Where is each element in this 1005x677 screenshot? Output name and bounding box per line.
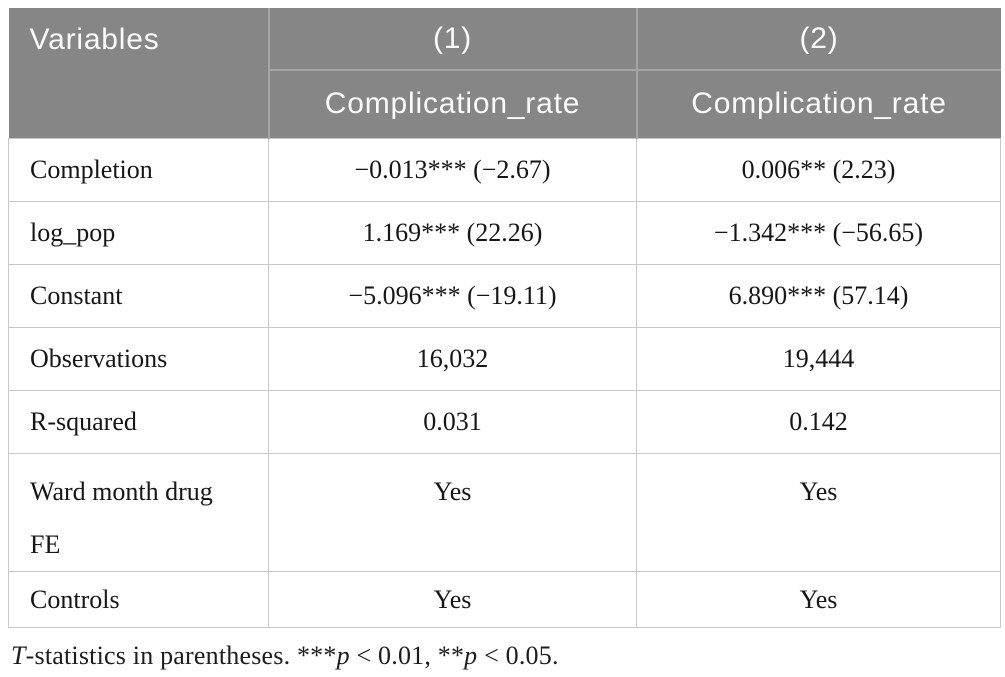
row-label: Completion bbox=[8, 137, 269, 202]
cell-value: 0.006** (2.23) bbox=[636, 137, 1001, 202]
table-row-observations: Observations 16,032 19,444 bbox=[8, 326, 1001, 391]
row-label: Constant bbox=[8, 263, 269, 328]
footnote-segment: < 0.01, ** bbox=[349, 641, 465, 671]
cell-value: 1.169*** (22.26) bbox=[268, 200, 637, 265]
header-dependent-var-1-cell: Complication_rate bbox=[267, 69, 637, 138]
cell-value: Yes bbox=[268, 452, 637, 573]
footnote-segment: -statistics in parentheses. *** bbox=[25, 641, 337, 671]
cell-value: 0.031 bbox=[268, 389, 637, 454]
header-model-2-cell: (2) bbox=[635, 8, 1001, 70]
cell-value: 0.142 bbox=[636, 389, 1001, 454]
row-label: Observations bbox=[8, 326, 269, 391]
table-body: Completion −0.013*** (−2.67) 0.006** (2.… bbox=[8, 137, 1001, 629]
table-row-completion: Completion −0.013*** (−2.67) 0.006** (2.… bbox=[8, 137, 1001, 202]
table-row-controls: Controls Yes Yes bbox=[8, 571, 1001, 629]
table-row-log-pop: log_pop 1.169*** (22.26) −1.342*** (−56.… bbox=[8, 200, 1001, 265]
table-row-constant: Constant −5.096*** (−19.11) 6.890*** (57… bbox=[8, 263, 1001, 328]
cell-value: −0.013*** (−2.67) bbox=[268, 137, 637, 202]
header-model-number-row: Variables (1) (2) bbox=[8, 8, 1001, 138]
row-label: Ward month drug FE bbox=[8, 452, 269, 573]
table-footnote: T-statistics in parentheses. ***p < 0.01… bbox=[11, 641, 1000, 671]
table-row-ward-month-drug-fe: Ward month drug FE Yes Yes bbox=[8, 452, 1001, 573]
regression-results-table: Variables (1) (2) Complication_rate Comp… bbox=[8, 8, 1001, 629]
row-label: R-squared bbox=[8, 389, 269, 454]
header-variables-cell: Variables bbox=[8, 8, 269, 138]
cell-value: Yes bbox=[636, 571, 1001, 629]
cell-value: −5.096*** (−19.11) bbox=[268, 263, 637, 328]
cell-value: Yes bbox=[268, 571, 637, 629]
header-dependent-variable-row: Complication_rate Complication_rate bbox=[9, 69, 1001, 138]
footnote-segment: < 0.05. bbox=[477, 641, 559, 671]
cell-value: Yes bbox=[636, 452, 1001, 573]
cell-value: 6.890*** (57.14) bbox=[636, 263, 1001, 328]
header-dependent-var-2-cell: Complication_rate bbox=[635, 69, 1001, 138]
header-model-1-cell: (1) bbox=[267, 8, 637, 70]
footnote-segment: T bbox=[11, 641, 26, 671]
footnote-segment: p bbox=[464, 641, 478, 671]
table-header: Variables (1) (2) Complication_rate Comp… bbox=[8, 8, 1001, 138]
cell-value: 19,444 bbox=[636, 326, 1001, 391]
row-label: log_pop bbox=[8, 200, 269, 265]
cell-value: 16,032 bbox=[268, 326, 637, 391]
table-row-r-squared: R-squared 0.031 0.142 bbox=[8, 389, 1001, 454]
cell-value: −1.342*** (−56.65) bbox=[636, 200, 1001, 265]
row-label: Controls bbox=[8, 571, 269, 629]
footnote-segment: p bbox=[336, 641, 350, 671]
